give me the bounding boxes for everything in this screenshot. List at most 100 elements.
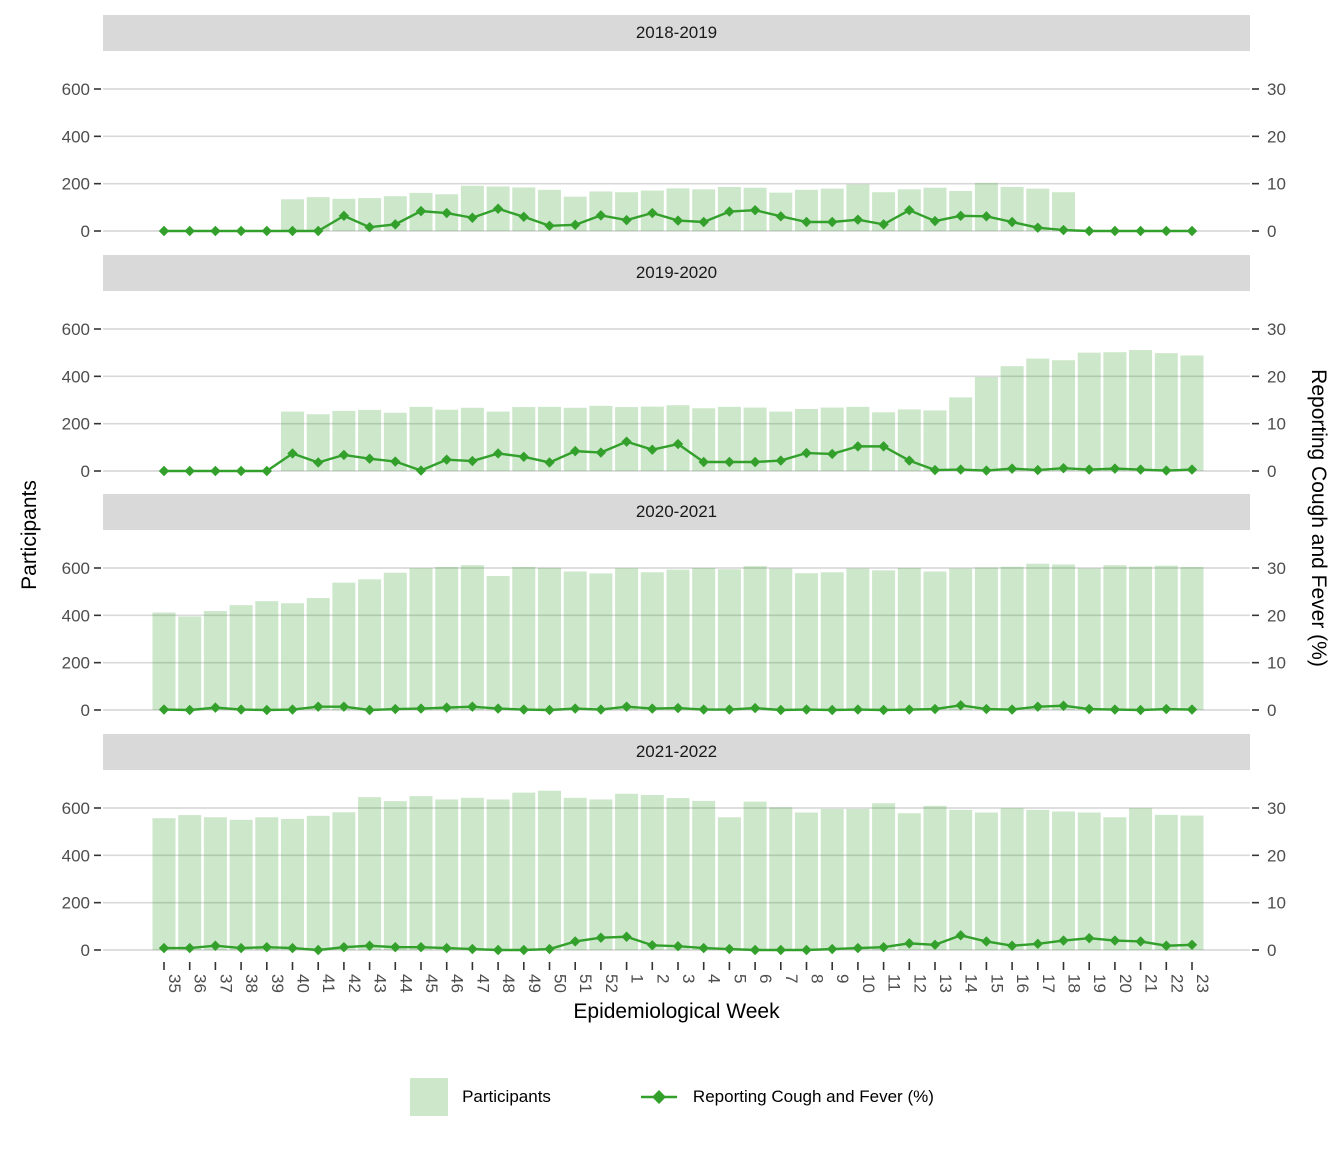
cough-fever-point bbox=[724, 943, 735, 955]
participants-bar bbox=[743, 566, 767, 710]
participants-bar bbox=[229, 605, 253, 710]
participants-bar bbox=[1129, 566, 1153, 710]
cough-fever-point bbox=[878, 441, 889, 452]
participants-bar bbox=[152, 612, 176, 710]
participants-bar bbox=[383, 801, 407, 950]
participants-bar bbox=[897, 409, 921, 471]
cough-fever-point bbox=[441, 454, 452, 465]
x-tick-label: 17 bbox=[1039, 974, 1058, 993]
left-tick-label: 600 bbox=[62, 80, 90, 99]
participants-bar bbox=[409, 796, 433, 950]
facet-plot: 0 0 200 10 400 20 600 30 bbox=[62, 320, 1286, 481]
participants-bar bbox=[1026, 809, 1050, 950]
cough-fever-point bbox=[698, 942, 709, 954]
x-tick-label: 39 bbox=[268, 974, 287, 993]
participants-bar bbox=[1000, 366, 1024, 471]
cough-fever-point bbox=[261, 465, 272, 477]
participants-bar bbox=[178, 616, 202, 710]
participants-bar bbox=[178, 815, 202, 950]
cough-fever-point bbox=[852, 214, 864, 225]
cough-fever-point bbox=[955, 930, 966, 941]
x-tick-label: 20 bbox=[1116, 974, 1135, 993]
x-tick-label: 13 bbox=[936, 974, 955, 993]
participants-bar bbox=[795, 812, 818, 950]
participants-bar bbox=[383, 572, 407, 710]
left-tick-label: 0 bbox=[81, 222, 90, 241]
participants-bars bbox=[281, 350, 1204, 471]
cough-fever-point bbox=[210, 465, 221, 477]
x-tick-label: 35 bbox=[165, 974, 184, 993]
cough-fever-point bbox=[827, 448, 838, 460]
participants-bar bbox=[1103, 565, 1127, 710]
participants-bar bbox=[383, 412, 407, 471]
participants-bar bbox=[563, 571, 587, 710]
cough-fever-point bbox=[1032, 938, 1043, 950]
cough-fever-point bbox=[210, 940, 221, 951]
cough-fever-point bbox=[647, 207, 658, 219]
participants-bar bbox=[846, 808, 870, 950]
participants-bar bbox=[743, 801, 767, 950]
x-tick-label: 37 bbox=[216, 974, 235, 993]
x-tick-label: 21 bbox=[1142, 974, 1161, 993]
left-tick-label: 600 bbox=[62, 559, 90, 578]
participants-bar bbox=[640, 794, 664, 950]
participants-bar bbox=[769, 807, 793, 950]
participants-bar bbox=[974, 182, 998, 231]
x-tick-label: 6 bbox=[756, 974, 775, 983]
left-tick-label: 400 bbox=[62, 127, 90, 146]
participants-bars bbox=[152, 790, 1204, 950]
participants-bar bbox=[512, 567, 536, 710]
cough-fever-point bbox=[313, 944, 324, 956]
participants-bar bbox=[358, 409, 382, 471]
legend-line-icon bbox=[639, 1078, 679, 1116]
x-tick-label: 4 bbox=[705, 974, 724, 983]
participants-bar bbox=[152, 818, 176, 950]
right-tick-label: 30 bbox=[1267, 799, 1286, 818]
participants-bar bbox=[897, 813, 921, 950]
participants-bar bbox=[460, 407, 484, 471]
cough-fever-point bbox=[261, 704, 272, 716]
participants-bar bbox=[846, 568, 870, 710]
participants-bar bbox=[460, 185, 484, 231]
cough-fever-point bbox=[672, 438, 684, 450]
cough-fever-point bbox=[210, 225, 221, 237]
participants-bar bbox=[332, 582, 356, 710]
x-tick-label: 14 bbox=[962, 974, 981, 993]
cough-fever-point bbox=[544, 704, 555, 716]
cough-fever-point bbox=[672, 215, 684, 226]
participants-bar bbox=[1129, 350, 1153, 471]
cough-fever-point bbox=[235, 465, 247, 477]
gridlines: 0 0 200 10 400 20 600 30 bbox=[62, 320, 1286, 481]
legend-bar-label: Participants bbox=[462, 1087, 551, 1106]
x-axis: 35 36 37 38 39 40 41 42 43 44 45 46 47 48 49 50 51 52 1 2 3 4… bbox=[163, 962, 1212, 993]
participants-bar bbox=[306, 815, 330, 950]
participants-bar bbox=[203, 611, 227, 710]
participants-bar bbox=[974, 812, 998, 950]
participants-bar bbox=[666, 798, 690, 950]
left-tick-label: 200 bbox=[62, 654, 90, 673]
cough-fever-point bbox=[827, 704, 838, 716]
cough-fever-point bbox=[904, 204, 915, 216]
cough-fever-point bbox=[1084, 464, 1095, 475]
participants-bar bbox=[435, 409, 459, 471]
right-tick-label: 20 bbox=[1267, 127, 1286, 146]
cough-fever-point bbox=[441, 207, 452, 219]
right-tick-label: 20 bbox=[1267, 846, 1286, 865]
cough-fever-point bbox=[313, 225, 324, 237]
participants-bar bbox=[358, 579, 382, 710]
participants-bar bbox=[589, 405, 613, 471]
cough-fever-point bbox=[158, 942, 170, 954]
x-tick-label: 50 bbox=[551, 974, 570, 993]
participants-bar bbox=[1154, 565, 1178, 710]
cough-fever-point bbox=[544, 457, 555, 468]
right-tick-label: 30 bbox=[1267, 320, 1286, 339]
x-tick-label: 9 bbox=[833, 974, 852, 983]
cough-fever-point bbox=[904, 704, 915, 715]
x-tick-label: 36 bbox=[191, 974, 210, 993]
cough-fever-point bbox=[878, 704, 889, 716]
cough-fever-point bbox=[955, 464, 966, 475]
cough-fever-point bbox=[1058, 700, 1069, 711]
cough-fever-point bbox=[1161, 940, 1172, 951]
cough-fever-point bbox=[929, 703, 941, 715]
participants-bar bbox=[1026, 563, 1050, 710]
